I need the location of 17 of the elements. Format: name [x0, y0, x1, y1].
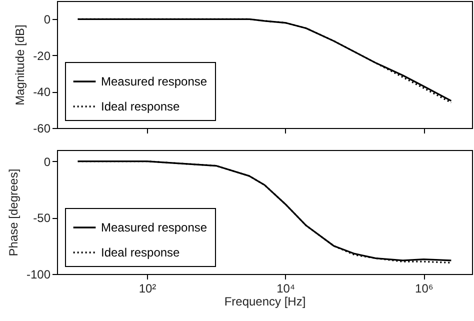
x-tick-label: 10⁴ — [276, 282, 296, 296]
y-tick-label: 0 — [44, 12, 51, 27]
y-tick-label: -100 — [26, 268, 51, 282]
y-tick-label: -20 — [33, 48, 51, 63]
legend-label: Measured response — [101, 74, 208, 88]
y-tick-label: 0 — [44, 154, 51, 169]
legend-label: Ideal response — [101, 100, 180, 114]
y-tick-label: -40 — [33, 85, 51, 100]
x-tick-label: 10⁶ — [415, 282, 434, 296]
y-tick-label: -50 — [33, 211, 51, 226]
legend-label: Measured response — [101, 220, 208, 234]
legend-label: Ideal response — [101, 246, 180, 260]
x-axis-title: Frequency [Hz] — [224, 294, 306, 308]
y-tick-label: -60 — [33, 122, 51, 136]
x-tick-label: 10² — [138, 282, 156, 296]
y-axis-title: Magnitude [dB] — [13, 24, 28, 106]
y-axis-title: Phase [degrees] — [6, 168, 20, 256]
